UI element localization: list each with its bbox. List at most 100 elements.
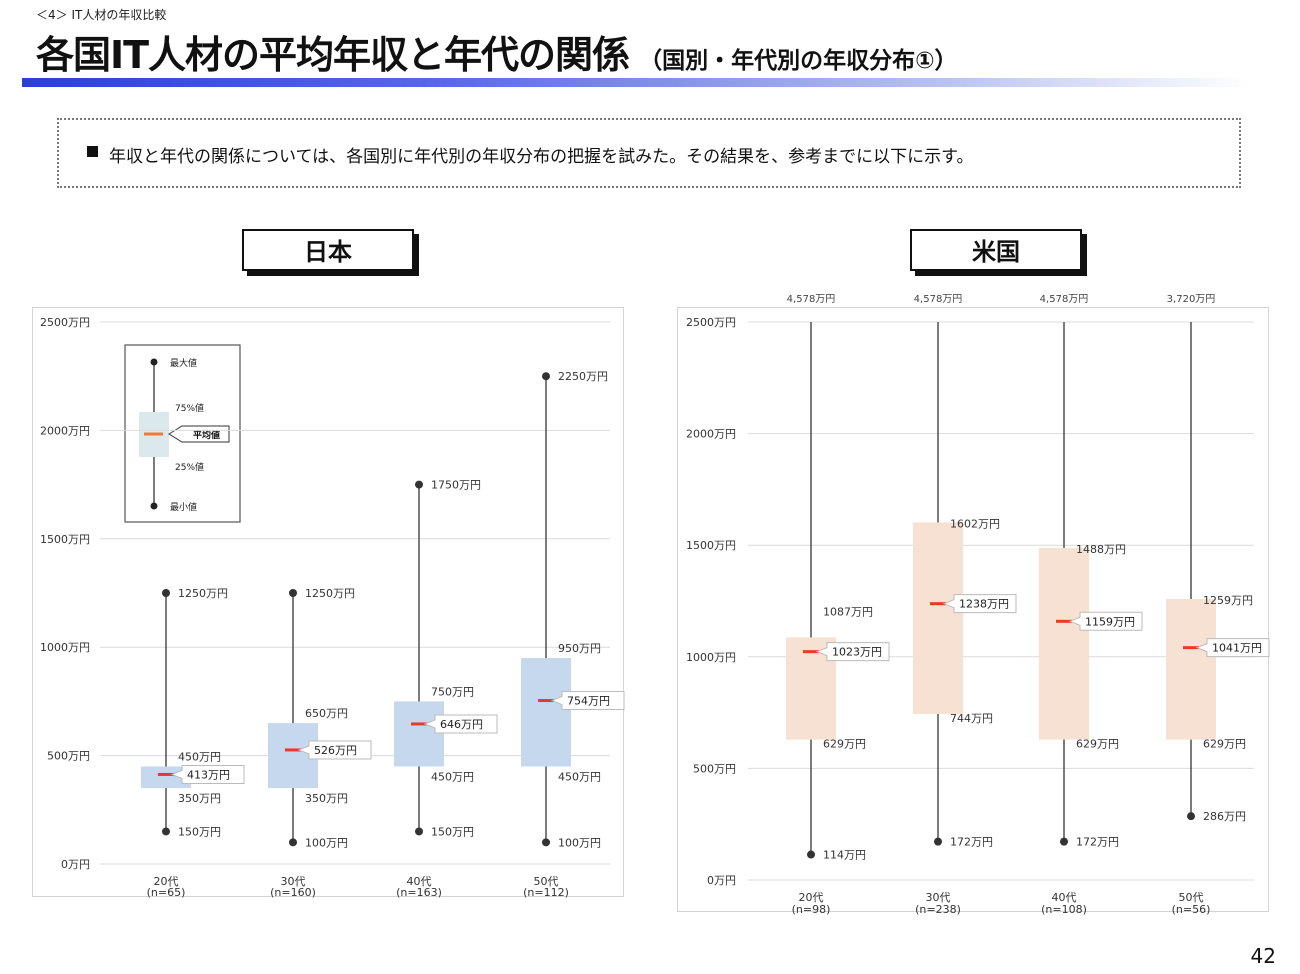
japan-p75-label: 750万円 [431, 685, 474, 698]
japan-mean-callout [170, 764, 245, 784]
us-p75-label: 1259万円 [1203, 594, 1253, 607]
japan-mean-label: 646万円 [440, 718, 483, 731]
japan-category-label: 40代 [407, 875, 432, 888]
japan-y-tick-label: 500万円 [47, 750, 90, 763]
japan-category-label: 30代 [281, 875, 306, 888]
japan-min-dot [415, 827, 423, 836]
us-mean-callout [942, 594, 1017, 614]
legend-p25-label: 25%値 [175, 461, 204, 473]
japan-p75-label: 450万円 [178, 750, 221, 763]
us-max-label: 3,720万円 [1167, 294, 1216, 305]
us-category-label: 30代 [926, 891, 951, 904]
us-min-label: 172万円 [1076, 836, 1119, 849]
japan-n-label: (n=112) [523, 886, 569, 899]
japan-max-label: 1750万円 [431, 479, 481, 492]
us-min-dot [807, 850, 815, 859]
japan-max-dot [415, 480, 423, 489]
japan-min-dot [542, 838, 550, 847]
japan-p75-label: 650万円 [305, 707, 348, 720]
japan-y-tick-label: 0万円 [61, 858, 90, 871]
title-underline [22, 78, 1250, 87]
us-y-tick-label: 2000万円 [686, 428, 736, 441]
us-category-label: 40代 [1052, 891, 1077, 904]
japan-mean-label: 413万円 [187, 768, 230, 781]
us-mean-callout [815, 642, 890, 662]
us-box [913, 522, 963, 714]
us-p25-label: 629万円 [1203, 738, 1246, 751]
japan-mean-label: 754万円 [567, 695, 610, 708]
us-p75-label: 1488万円 [1076, 543, 1126, 556]
us-min-dot [1060, 837, 1068, 846]
page-title: 各国IT人材の平均年収と年代の関係 （国別・年代別の年収分布①） [36, 24, 958, 79]
us-n-label: (n=108) [1041, 903, 1087, 916]
japan-y-tick-label: 2500万円 [40, 316, 90, 329]
japan-y-tick-label: 1500万円 [40, 533, 90, 546]
legend-max-label: 最大値 [170, 357, 197, 369]
japan-mean-callout [297, 740, 372, 760]
japan-min-label: 150万円 [431, 825, 474, 838]
us-y-tick-label: 0万円 [707, 874, 736, 887]
us-mean-callout [1068, 611, 1143, 631]
us-mean-label: 1041万円 [1212, 642, 1262, 655]
japan-p25-label: 450万円 [558, 770, 601, 783]
legend-max-dot [150, 358, 158, 366]
japan-n-label: (n=163) [396, 886, 442, 899]
us-p75-label: 1087万円 [823, 605, 873, 618]
us-min-dot [1187, 812, 1195, 821]
us-max-label: 4,578万円 [1040, 294, 1089, 305]
us-n-label: (n=238) [915, 903, 961, 916]
japan-max-dot [289, 589, 297, 597]
japan-category-label: 20代 [154, 875, 179, 888]
japan-max-dot [162, 589, 170, 597]
us-mean-callout [1195, 638, 1270, 658]
japan-min-dot [289, 838, 297, 847]
us-box [1166, 598, 1216, 740]
us-box [1039, 547, 1089, 740]
japan-min-dot [162, 827, 170, 836]
page-subtitle: （国別・年代別の年収分布①） [639, 48, 958, 74]
us-p25-label: 744万円 [950, 712, 993, 725]
us-min-dot [934, 837, 942, 846]
japan-category-label: 50代 [534, 875, 559, 888]
us-min-label: 114万円 [823, 849, 866, 862]
us-max-label: 4,578万円 [914, 294, 963, 305]
square-bullet-icon [87, 146, 98, 157]
us-p75-label: 1602万円 [950, 517, 1000, 530]
japan-min-label: 150万円 [178, 825, 221, 838]
us-category-label: 50代 [1179, 891, 1204, 904]
japan-p25-label: 450万円 [431, 770, 474, 783]
page-title-main: 各国IT人材の平均年収と年代の関係 [36, 33, 630, 77]
japan-mean-label: 526万円 [314, 744, 357, 757]
us-mean-label: 1238万円 [959, 598, 1009, 611]
japan-box [394, 701, 444, 767]
japan-min-label: 100万円 [305, 836, 348, 849]
japan-max-label: 2250万円 [558, 370, 608, 383]
us-n-label: (n=56) [1172, 903, 1211, 916]
us-chart-frame [677, 307, 1269, 912]
us-min-label: 172万円 [950, 836, 993, 849]
legend-min-label: 最小値 [170, 501, 197, 513]
legend: 最大値 75%値 平均値 25%値 最小値 [124, 344, 241, 523]
japan-max-label: 1250万円 [178, 587, 228, 600]
japan-max-dot [542, 372, 550, 381]
legend-mean-label: 平均値 [193, 429, 220, 441]
note-text: 年収と年代の関係については、各国別に年代別の年収分布の把握を試みた。その結果を、… [109, 147, 974, 167]
us-p25-label: 629万円 [823, 738, 866, 751]
japan-n-label: (n=65) [147, 886, 186, 899]
us-y-tick-label: 1000万円 [686, 651, 736, 664]
japan-y-tick-label: 1000万円 [40, 641, 90, 654]
us-n-label: (n=98) [792, 903, 831, 916]
japan-chart-frame [32, 307, 624, 897]
us-category-label: 20代 [799, 891, 824, 904]
us-y-tick-label: 500万円 [693, 762, 736, 775]
japan-p75-label: 950万円 [558, 642, 601, 655]
japan-mean-callout [423, 714, 498, 734]
us-y-tick-label: 2500万円 [686, 316, 736, 329]
us-mean-label: 1159万円 [1085, 615, 1135, 628]
japan-min-label: 100万円 [558, 836, 601, 849]
us-mean-label: 1023万円 [832, 646, 882, 659]
japan-box [521, 658, 571, 767]
japan-mean-callout [550, 691, 625, 711]
us-label: 米国 [910, 229, 1082, 271]
